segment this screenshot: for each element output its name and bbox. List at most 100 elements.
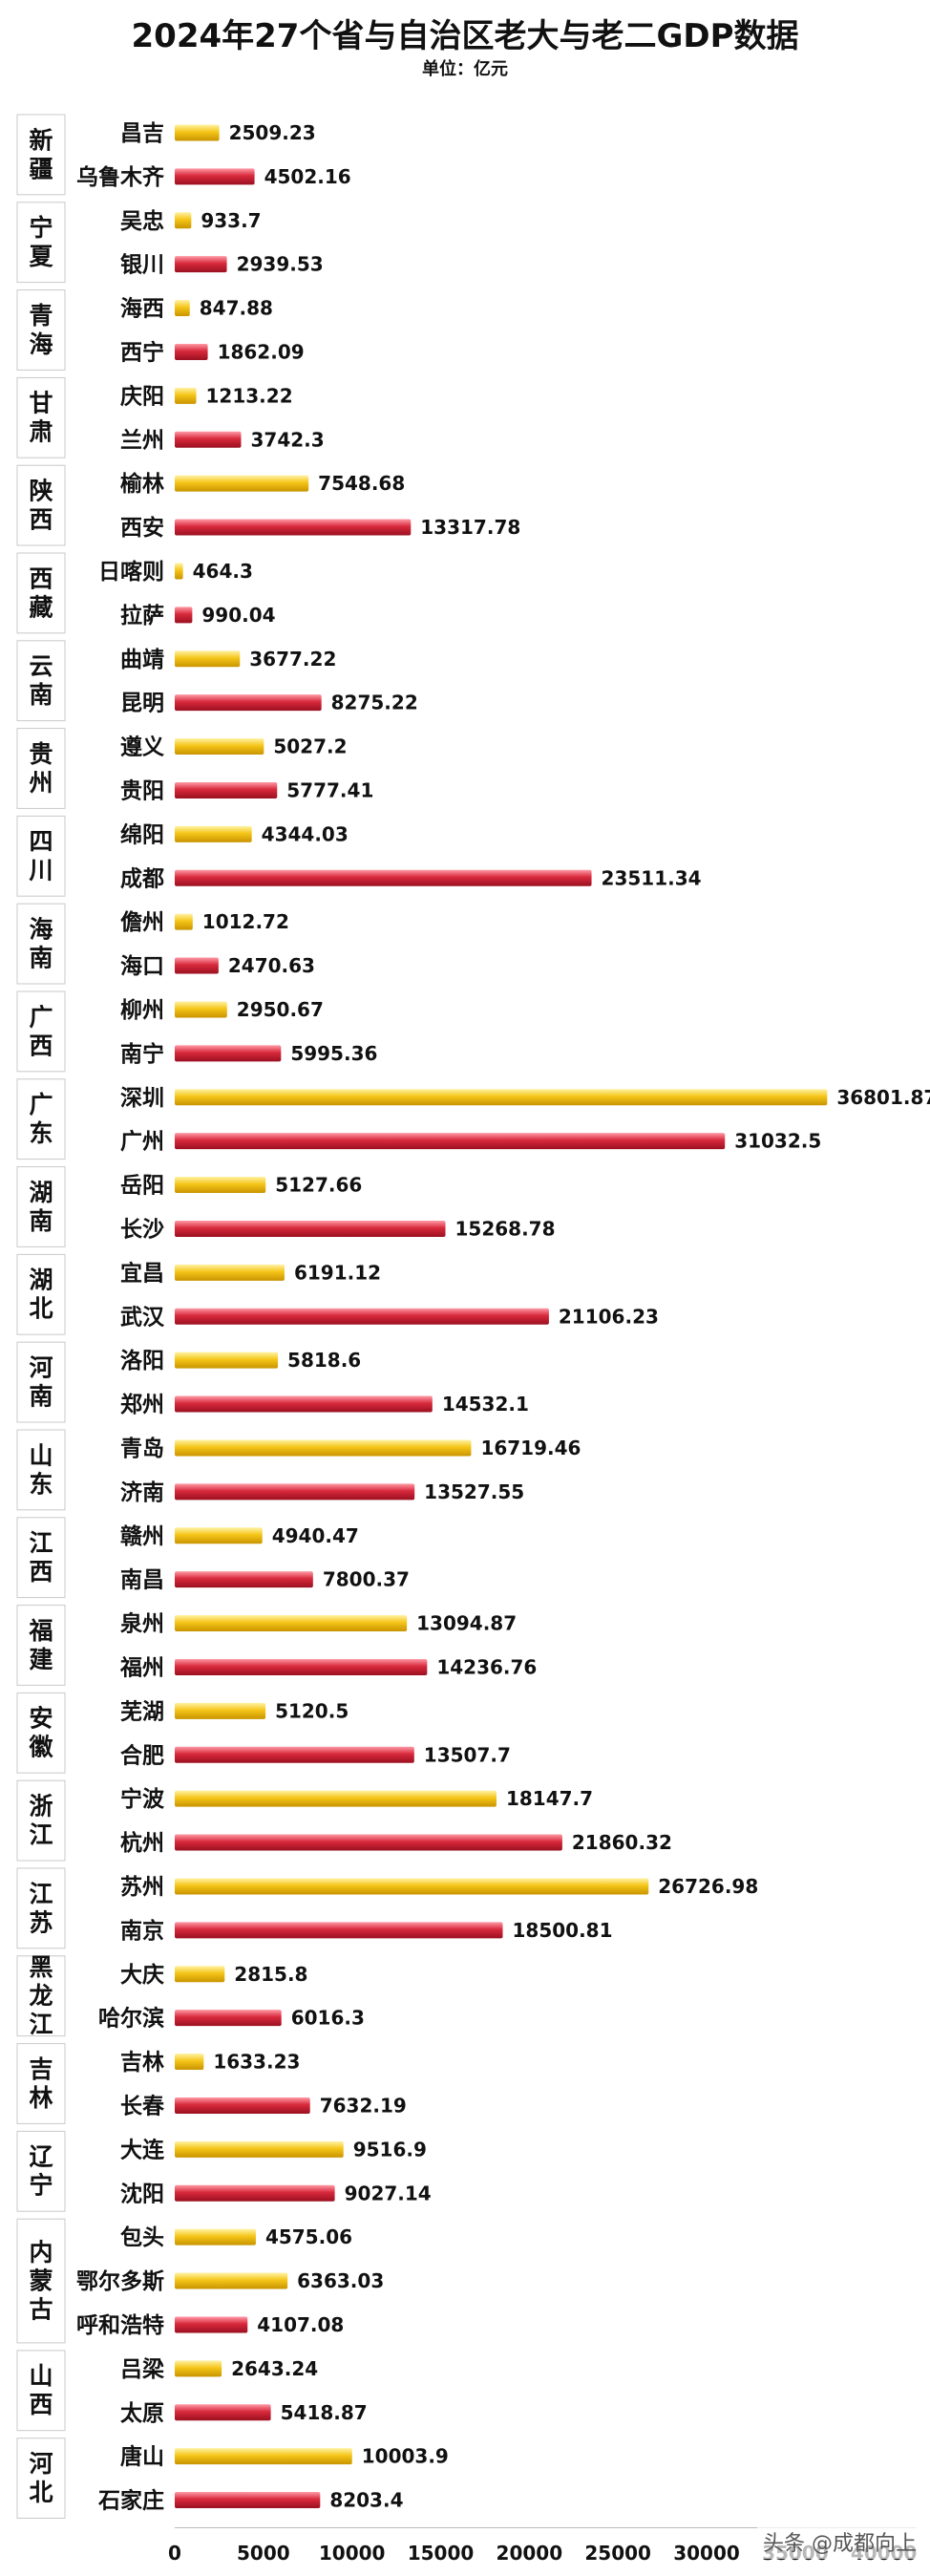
city-label: 日喀则: [98, 560, 164, 585]
x-tick-label: 30000: [673, 2542, 740, 2565]
bar: [175, 869, 592, 886]
province-label: 山西: [29, 2362, 53, 2418]
value-label: 4502.16: [264, 165, 351, 188]
bar: [175, 2272, 288, 2289]
value-label: 13094.87: [416, 1612, 517, 1635]
city-label: 苏州: [120, 1875, 164, 1900]
city-label: 西宁: [120, 339, 164, 365]
province-box: [16, 2043, 66, 2124]
city-label: 拉萨: [120, 603, 164, 628]
province-box: [16, 552, 66, 634]
city-label: 吕梁: [120, 2357, 164, 2382]
province-label: 云南: [29, 652, 53, 709]
value-label: 2815.8: [234, 1963, 307, 1986]
city-label: 遵义: [120, 734, 164, 760]
city-label: 海口: [120, 953, 164, 979]
bar: [175, 1966, 225, 1983]
value-label: 21106.23: [559, 1305, 659, 1328]
province-label: 黑龙江: [29, 1953, 53, 2038]
chart-title: 2024年27个省与自治区老大与老二GDP数据: [131, 17, 799, 55]
province-box: [16, 903, 66, 985]
city-label: 儋州: [120, 909, 164, 935]
bar: [175, 2010, 282, 2027]
value-label: 7632.19: [320, 2094, 407, 2117]
value-label: 5127.66: [275, 1174, 362, 1197]
value-label: 8275.22: [331, 692, 418, 714]
city-label: 长沙: [120, 1217, 164, 1242]
value-label: 2470.63: [228, 954, 315, 977]
value-label: 5120.5: [275, 1699, 349, 1722]
city-label: 南昌: [120, 1568, 164, 1593]
bar: [175, 825, 252, 842]
bar: [175, 2054, 204, 2071]
bar: [175, 781, 278, 798]
bar: [175, 387, 197, 404]
value-label: 933.7: [201, 209, 261, 232]
city-label: 包头: [120, 2225, 164, 2250]
value-label: 1213.22: [206, 384, 293, 407]
value-label: 1862.09: [218, 340, 305, 363]
city-label: 昆明: [120, 692, 164, 716]
city-label: 洛阳: [120, 1348, 164, 1373]
city-label: 贵阳: [120, 778, 164, 803]
bar: [175, 1790, 497, 1807]
bar: [175, 2492, 321, 2509]
value-label: 847.88: [200, 297, 273, 320]
province-box: [16, 1078, 66, 1160]
province-label: 甘肃: [29, 390, 53, 446]
city-label: 哈尔滨: [98, 2006, 164, 2032]
city-label: 郑州: [120, 1393, 164, 1417]
city-label: 银川: [120, 252, 164, 278]
bar: [175, 694, 322, 712]
value-label: 36801.87: [836, 1086, 930, 1109]
value-label: 2939.53: [237, 253, 324, 276]
value-label: 5995.36: [290, 1042, 377, 1065]
province-box: [16, 1253, 66, 1335]
city-label: 大连: [120, 2137, 165, 2162]
province-box: [16, 1166, 66, 1247]
bar: [175, 1264, 285, 1281]
value-label: 18500.81: [513, 1919, 613, 1942]
city-label: 乌鲁木齐: [76, 164, 165, 190]
city-label: 南宁: [120, 1041, 164, 1067]
city-label: 呼和浩特: [76, 2313, 164, 2338]
value-label: 5818.6: [287, 1349, 361, 1372]
bar: [175, 1001, 227, 1018]
province-label: 海南: [29, 916, 53, 972]
province-label: 四川: [29, 828, 53, 884]
bar: [175, 1615, 408, 1632]
province-box: [16, 1692, 66, 1774]
city-label: 赣州: [120, 1523, 164, 1549]
province-box: [16, 2438, 66, 2519]
bar: [175, 2140, 344, 2158]
x-tick-label: 10000: [319, 2542, 386, 2565]
value-label: 4940.47: [272, 1524, 359, 1547]
bar: [175, 1395, 433, 1413]
bar: [175, 168, 255, 185]
bar: [175, 1527, 263, 1544]
province-box: [16, 464, 66, 546]
province-box: [16, 1779, 66, 1862]
value-label: 7800.37: [323, 1568, 410, 1591]
bar: [175, 519, 412, 536]
value-label: 18147.7: [506, 1787, 593, 1810]
bar: [175, 1177, 266, 1194]
value-label: 13527.55: [424, 1480, 524, 1503]
city-label: 西安: [120, 515, 164, 541]
value-label: 1012.72: [202, 910, 289, 933]
value-label: 5027.2: [273, 735, 347, 758]
value-label: 21860.32: [572, 1831, 672, 1854]
value-label: 5418.87: [281, 2401, 368, 2424]
bar: [175, 607, 193, 624]
bar: [175, 2360, 222, 2377]
province-box: [16, 289, 66, 371]
bar: [175, 1571, 313, 1588]
province-box: [16, 1517, 66, 1599]
province-label: 山东: [29, 1441, 53, 1498]
province-label: 陕西: [29, 478, 53, 534]
bar: [175, 124, 220, 141]
province-box: [16, 202, 66, 284]
city-label: 石家庄: [97, 2488, 164, 2514]
province-box: [16, 640, 66, 722]
bar: [175, 212, 192, 229]
